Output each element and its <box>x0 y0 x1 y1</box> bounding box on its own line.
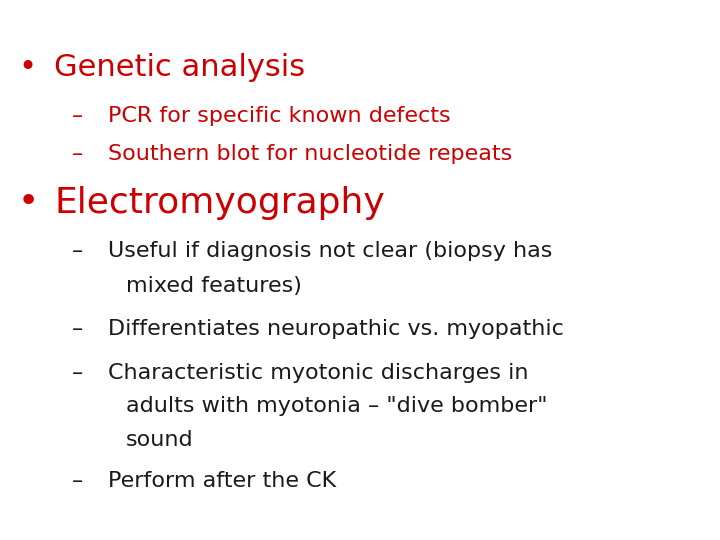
Text: –: – <box>72 144 84 164</box>
Text: –: – <box>72 106 84 126</box>
Text: –: – <box>72 319 84 340</box>
Text: Characteristic myotonic discharges in: Characteristic myotonic discharges in <box>108 362 528 383</box>
Text: Genetic analysis: Genetic analysis <box>54 53 305 82</box>
Text: –: – <box>72 362 84 383</box>
Text: PCR for specific known defects: PCR for specific known defects <box>108 106 451 126</box>
Text: Electromyography: Electromyography <box>54 186 384 219</box>
Text: –: – <box>72 470 84 491</box>
Text: sound: sound <box>126 430 194 450</box>
Text: adults with myotonia – "dive bomber": adults with myotonia – "dive bomber" <box>126 396 547 416</box>
Text: Differentiates neuropathic vs. myopathic: Differentiates neuropathic vs. myopathic <box>108 319 564 340</box>
Text: Useful if diagnosis not clear (biopsy has: Useful if diagnosis not clear (biopsy ha… <box>108 241 552 261</box>
Text: Perform after the CK: Perform after the CK <box>108 470 336 491</box>
Text: •: • <box>18 53 36 82</box>
Text: •: • <box>18 186 40 219</box>
Text: –: – <box>72 241 84 261</box>
Text: mixed features): mixed features) <box>126 276 302 296</box>
Text: Southern blot for nucleotide repeats: Southern blot for nucleotide repeats <box>108 144 512 164</box>
